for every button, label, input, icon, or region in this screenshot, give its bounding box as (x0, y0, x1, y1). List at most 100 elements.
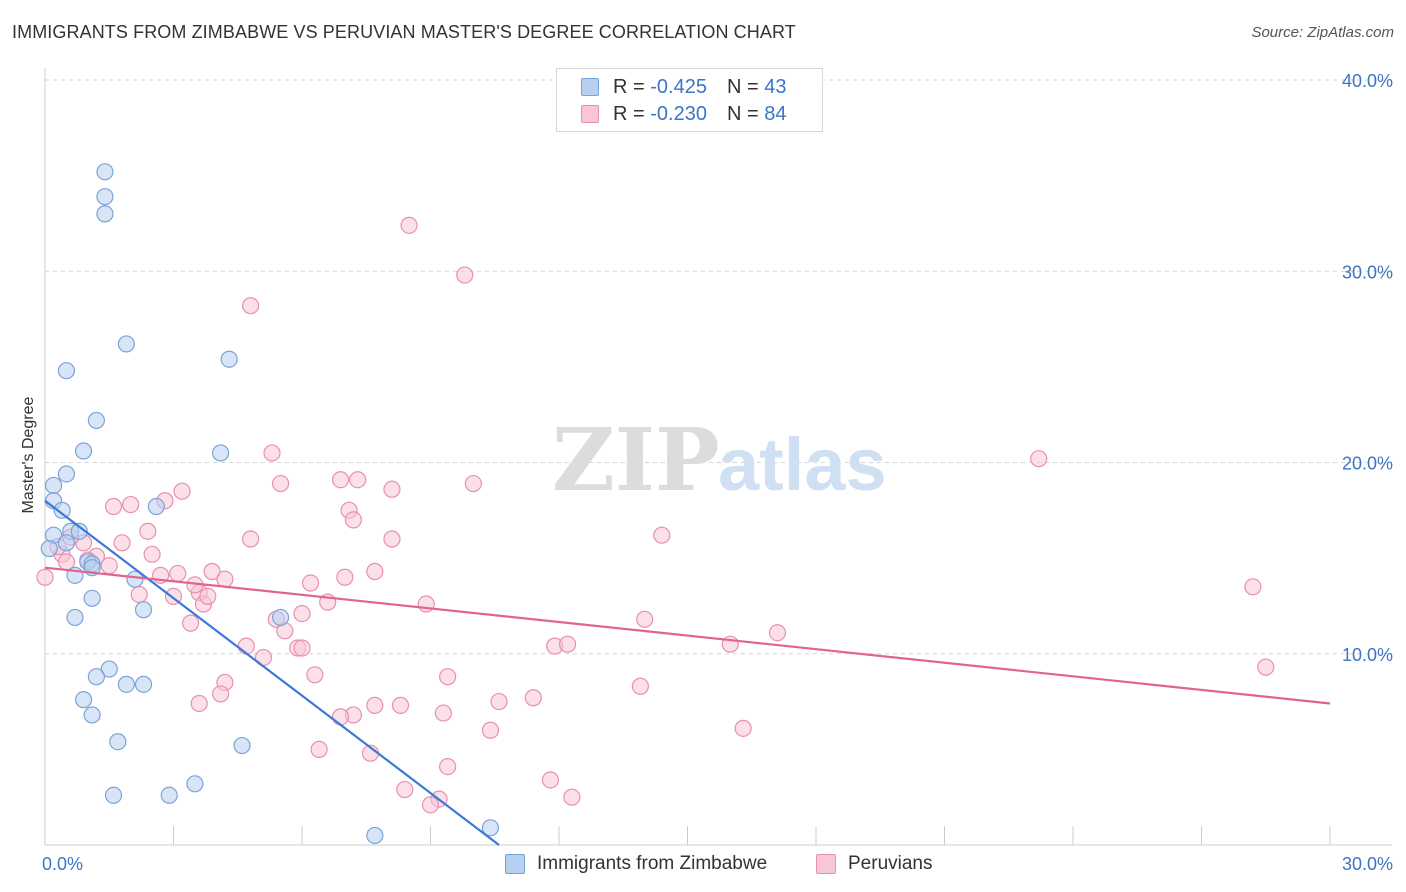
point-peruvians (439, 757, 457, 776)
point-peruvians (216, 570, 234, 588)
point-peruvians (104, 497, 123, 516)
point-zimbabwe (96, 188, 114, 206)
point-zimbabwe (366, 826, 384, 845)
point-peruvians (203, 562, 221, 581)
point-peruvians (636, 610, 654, 628)
point-zimbabwe (117, 335, 135, 353)
point-peruvians (1030, 450, 1048, 468)
point-peruvians (344, 511, 362, 529)
y-tick-label: 10.0% (1342, 645, 1393, 665)
point-peruvians (336, 568, 354, 586)
point-peruvians (490, 692, 508, 711)
bottom-swatch-zimbabwe (505, 854, 525, 874)
point-peruvians (242, 297, 260, 315)
point-peruvians (541, 771, 560, 789)
point-zimbabwe (57, 362, 76, 380)
x-tick-label: 30.0% (1342, 854, 1393, 874)
point-zimbabwe (117, 675, 135, 693)
point-peruvians (306, 666, 324, 684)
point-zimbabwe (66, 608, 84, 627)
point-peruvians (237, 637, 255, 655)
point-peruvians (122, 495, 140, 514)
point-peruvians (391, 696, 410, 714)
bottom-legend-label: Immigrants from Zimbabwe (537, 853, 768, 874)
point-peruvians (434, 704, 452, 722)
point-zimbabwe (220, 350, 238, 368)
bottom-swatch-peruvians (816, 854, 836, 874)
point-zimbabwe (57, 465, 76, 483)
point-peruvians (182, 614, 200, 632)
point-peruvians (212, 685, 230, 703)
point-peruvians (113, 534, 131, 552)
tick-labels: 10.0% 20.0% 30.0% 40.0% 0.0% 30.0% (42, 71, 1393, 874)
point-zimbabwe (70, 522, 88, 540)
trend-line-zimbabwe (44, 499, 500, 846)
point-peruvians (271, 474, 290, 493)
point-zimbabwe (134, 675, 153, 693)
point-peruvians (1257, 658, 1275, 676)
legend-row-zimbabwe: R = -0.425 N = 43 (581, 75, 786, 99)
legend-swatch-peruvians (581, 105, 599, 123)
point-peruvians (653, 526, 671, 544)
point-peruvians (100, 557, 118, 575)
point-zimbabwe (186, 775, 204, 793)
legend-r-value: -0.425 (650, 75, 707, 98)
point-zimbabwe (147, 497, 165, 516)
point-zimbabwe (83, 706, 101, 724)
point-zimbabwe (96, 163, 114, 181)
point-peruvians (190, 694, 208, 713)
point-peruvians (169, 564, 187, 583)
legend-r-value: -0.230 (650, 102, 707, 125)
point-peruvians (139, 522, 157, 540)
bottom-legend-zimbabwe: Immigrants from Zimbabwe (505, 852, 767, 876)
watermark-atlas: atlas (718, 423, 887, 506)
point-peruvians (383, 480, 401, 498)
point-zimbabwe (126, 570, 144, 588)
point-zimbabwe (40, 539, 58, 558)
legend-r-label: R = (613, 102, 645, 125)
y-tick-label: 40.0% (1342, 71, 1393, 91)
point-zimbabwe (53, 501, 71, 519)
point-peruvians (143, 545, 161, 563)
point-zimbabwe (87, 411, 106, 430)
point-zimbabwe (57, 534, 76, 552)
point-zimbabwe (104, 786, 123, 804)
trend-line-peruvians (44, 566, 1331, 705)
point-peruvians (331, 471, 350, 489)
point-peruvians (734, 719, 752, 737)
grid-lines (45, 79, 1392, 655)
point-peruvians (1244, 578, 1262, 596)
point-zimbabwe (233, 736, 251, 755)
point-peruvians (293, 604, 311, 623)
legend-n-value: 43 (764, 75, 787, 98)
point-peruvians (396, 780, 414, 799)
point-peruvians (36, 568, 54, 586)
watermark-zip: ZIP (552, 410, 720, 511)
point-peruvians (349, 471, 367, 489)
stats-legend: R = -0.425 N = 43 R = -0.230 N = 84 (556, 68, 823, 132)
series-zimbabwe (40, 163, 500, 845)
point-zimbabwe (83, 589, 101, 607)
point-peruvians (366, 562, 384, 581)
legend-r-label: R = (613, 75, 645, 98)
point-peruvians (456, 266, 474, 284)
point-peruvians (366, 696, 384, 714)
point-peruvians (464, 474, 482, 493)
point-peruvians (558, 635, 577, 653)
bottom-legend-peruvians: Peruvians (816, 852, 933, 876)
legend-n-value: 84 (764, 102, 787, 125)
point-zimbabwe (100, 660, 118, 678)
point-zimbabwe (481, 819, 500, 837)
point-zimbabwe (134, 601, 153, 619)
point-peruvians (421, 796, 440, 814)
trend-lines (44, 499, 1331, 846)
legend-n-label: N = (726, 75, 759, 98)
point-peruvians (130, 585, 148, 604)
point-peruvians (242, 530, 260, 548)
point-zimbabwe (74, 691, 93, 709)
y-axis-label: Master's Degree (20, 396, 37, 513)
point-peruvians (400, 216, 418, 234)
point-peruvians (524, 689, 542, 707)
point-peruvians (631, 677, 649, 695)
point-zimbabwe (74, 442, 93, 460)
